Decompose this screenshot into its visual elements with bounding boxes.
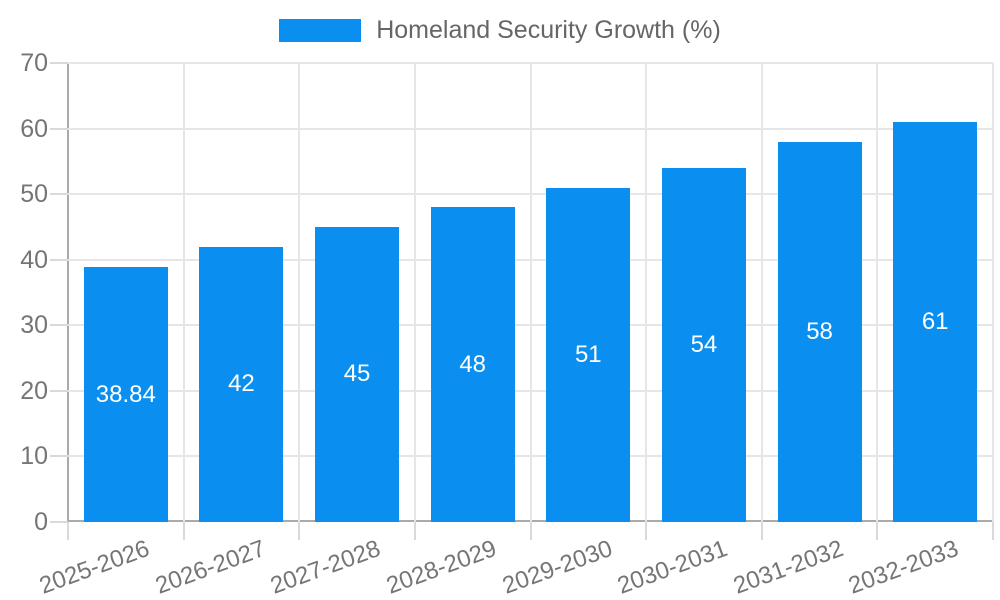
v-gridline [992,63,994,522]
x-tick [182,522,185,540]
y-tick-label: 60 [20,114,48,143]
bar-value-label: 48 [459,350,487,378]
bar-value-label: 54 [690,330,718,358]
y-axis-line [67,63,69,540]
bar[interactable]: 58 [777,141,862,522]
x-tick [67,522,69,540]
x-tick-label: 2028-2029 [382,535,500,600]
y-tick [50,521,68,523]
bar-value-label: 58 [806,317,833,345]
y-tick-label: 30 [20,311,48,340]
x-tick [298,522,301,540]
bar-value-label: 38.84 [95,380,156,408]
bar[interactable]: 48 [430,207,515,522]
y-tick [50,455,68,458]
bar[interactable]: 45 [315,226,400,522]
y-tick [50,258,68,261]
v-gridline [876,63,879,522]
v-gridline [645,63,648,522]
y-tick-label: 40 [20,245,48,274]
bar-value-label: 42 [228,370,255,398]
y-tick-label: 20 [20,376,48,405]
bar-value-label: 61 [921,307,949,335]
y-tick [50,62,68,64]
y-tick-label: 10 [20,442,48,471]
bar[interactable]: 54 [661,167,746,522]
v-gridline [760,63,763,522]
x-tick-label: 2027-2028 [267,535,385,600]
y-tick-label: 70 [20,49,48,77]
x-tick [413,522,416,540]
y-tick [50,324,68,327]
legend-label: Homeland Security Growth (%) [376,16,721,44]
x-tick-label: 2025-2026 [35,535,154,600]
legend[interactable]: Homeland Security Growth (%) [0,16,1000,44]
x-tick-label: 2032-2033 [845,535,963,600]
x-tick [760,522,763,540]
bar[interactable]: 38.84 [83,267,168,522]
v-gridline [413,63,416,522]
bar-value-label: 51 [574,340,602,368]
bar-value-label: 45 [343,360,371,388]
v-gridline [182,63,185,522]
y-tick-label: 0 [34,508,48,536]
x-tick [876,522,879,540]
y-tick-label: 50 [20,180,48,209]
bar[interactable]: 51 [546,187,631,522]
bar[interactable]: 42 [199,246,284,522]
x-tick-label: 2026-2027 [151,535,269,600]
x-tick [529,522,532,540]
y-tick [50,389,68,392]
legend-swatch-icon [279,18,362,42]
y-tick [50,127,68,130]
y-tick [50,193,68,196]
x-tick-label: 2029-2030 [498,535,616,600]
bar[interactable]: 61 [893,122,978,522]
x-tick-label: 2030-2031 [614,535,732,600]
v-gridline [529,63,532,522]
plot-area: 0 10 20 30 40 50 60 70 38.84 2025-2026 42 2026-2027… [20,49,994,600]
v-gridline [298,63,301,522]
x-tick [992,522,994,540]
x-tick [645,522,648,540]
x-tick-label: 2031-2032 [729,535,847,600]
